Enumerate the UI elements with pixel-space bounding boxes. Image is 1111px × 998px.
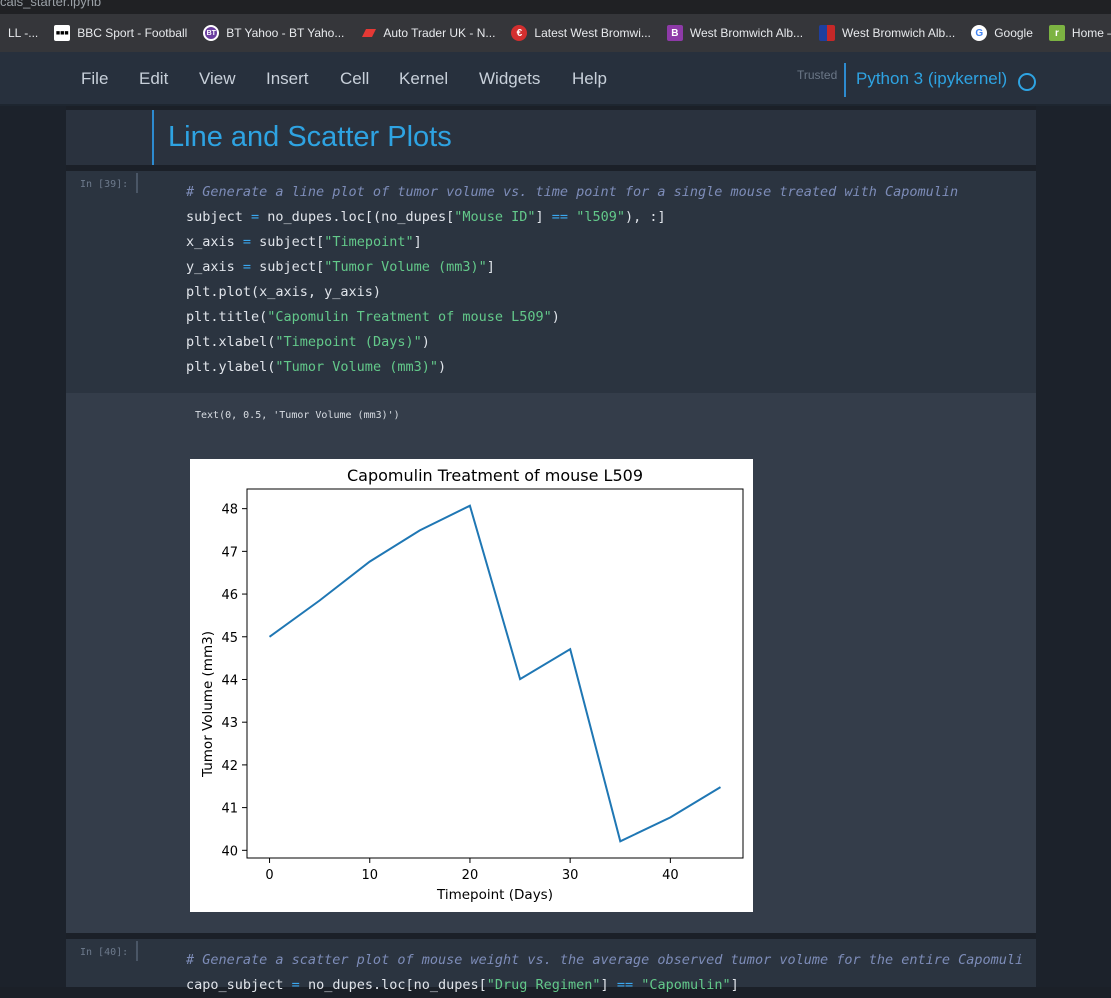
y-tick-label: 45 [221,631,238,646]
x-tick-label: 20 [462,868,479,883]
flag-icon [819,25,836,41]
bookmark-label: West Bromwich Alb... [842,26,956,40]
code-editor[interactable]: # Generate a line plot of tumor volume v… [186,184,959,375]
autotrader-icon [360,25,377,41]
bookmark-label: Home — le [1071,26,1111,40]
menu-cell[interactable]: Cell [340,69,370,88]
code-cell[interactable]: In [40]: # Generate a scatter plot of mo… [66,939,1036,993]
y-axis-label: Tumor Volume (mm3) [200,631,216,778]
kernel-idle-icon [1018,73,1036,91]
markdown-heading: Line and Scatter Plots [168,121,452,153]
e-logo-icon: € [511,25,528,41]
menu-kernel[interactable]: Kernel [399,69,449,88]
cell-prompt-bar [136,941,138,961]
line-plot: Capomulin Treatment of mouse L509 Timepo… [190,459,753,912]
r-logo-icon: r [1048,25,1065,41]
y-tick-label: 41 [221,802,238,817]
bookmark-item[interactable]: G Google [963,14,1041,52]
y-tick-label: 40 [221,844,238,859]
window-title: cals_starter.ipynb [0,0,102,9]
y-tick-label: 42 [221,759,238,774]
menu-widgets[interactable]: Widgets [479,69,541,88]
trusted-indicator[interactable]: Trusted [797,68,838,82]
bookmark-item[interactable]: Auto Trader UK - N... [352,14,503,52]
bookmark-label: BBC Sport - Football [77,26,188,40]
cell-prompt-bar [136,173,138,193]
x-axis-label: Timepoint (Days) [436,887,553,903]
cell-prompt: In [40]: [80,947,129,958]
bookmark-item[interactable]: BT BT Yahoo - BT Yaho... [195,14,352,52]
bookmark-item[interactable]: West Bromwich Alb... [811,14,963,52]
menu-insert[interactable]: Insert [266,69,309,88]
y-tick-label: 46 [221,588,238,603]
chart-svg: Capomulin Treatment of mouse L509 Timepo… [200,466,744,903]
plot-frame [246,488,744,859]
bookmark-label: Google [994,26,1033,40]
cell-prompt: In [39]: [80,179,129,190]
notebook-left-margin [0,106,66,987]
bookmark-item[interactable]: r Home — le [1041,14,1111,52]
bookmarks-bar: LL -... ■■■ BBC Sport - Football BT BT Yah… [0,14,1111,52]
x-tick-label: 0 [265,868,273,883]
bt-icon: BT [203,25,220,41]
notebook-menubar: File Edit View Insert Cell Kernel Widget… [0,52,1111,106]
y-tick-label: 44 [221,673,238,688]
y-tick-label: 47 [221,545,238,560]
menu-file[interactable]: File [81,69,109,88]
kernel-name[interactable]: Python 3 (ipykernel) [856,69,1008,88]
code-cell[interactable]: In [39]: # Generate a line plot of tumor… [66,171,1036,393]
notebook-right-margin [1036,106,1111,987]
bookmark-label: West Bromwich Alb... [689,26,804,40]
b-logo-icon: B [666,25,683,41]
menu-help[interactable]: Help [572,69,607,88]
x-tick-label: 40 [662,868,679,883]
chart-title: Capomulin Treatment of mouse L509 [347,466,643,485]
code-editor[interactable]: # Generate a scatter plot of mouse weigh… [186,952,1024,993]
cell-selection-bar [152,110,154,165]
bookmark-label: BT Yahoo - BT Yaho... [226,26,345,40]
x-tick-label: 30 [562,868,579,883]
x-tick-label: 10 [361,868,378,883]
menu-edit[interactable]: Edit [139,69,169,88]
menu-view[interactable]: View [199,69,236,88]
bookmark-label: LL -... [8,26,39,40]
bookmark-label: Latest West Bromwi... [534,26,651,40]
bookmark-item[interactable]: € Latest West Bromwi... [503,14,658,52]
y-tick-label: 43 [221,716,238,731]
output-text: Text(0, 0.5, 'Tumor Volume (mm3)') [195,410,400,421]
bookmark-item[interactable]: ■■■ BBC Sport - Football [46,14,195,52]
window-titlebar: cals_starter.ipynb [0,0,1111,14]
bookmark-item[interactable]: B West Bromwich Alb... [659,14,811,52]
kernel-divider [844,63,846,97]
cell-output: Text(0, 0.5, 'Tumor Volume (mm3)') Capom… [66,393,1036,933]
google-icon: G [971,25,988,41]
markdown-cell[interactable]: Line and Scatter Plots [66,110,1036,165]
bookmark-item[interactable]: LL -... [0,14,46,52]
y-tick-label: 48 [221,503,238,518]
bookmark-label: Auto Trader UK - N... [383,26,496,40]
bbc-icon: ■■■ [54,25,71,41]
series-line [268,504,722,843]
